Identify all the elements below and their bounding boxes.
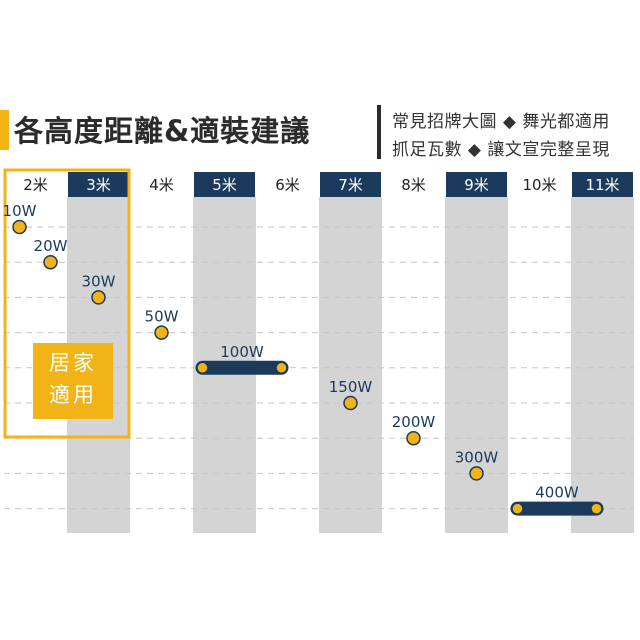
column-header-label: 4米 (149, 176, 174, 194)
column-header-label: 3米 (86, 176, 111, 194)
column-header-label: 10米 (522, 176, 556, 194)
column-header-cell (68, 172, 129, 197)
wattage-label: 20W (34, 237, 68, 255)
column-header-label: 8米 (401, 176, 426, 194)
column-header-cell (383, 172, 444, 197)
wattage-label: 30W (82, 272, 116, 290)
wattage-dot (406, 430, 421, 446)
wattage-range-start-dot (511, 502, 524, 515)
wattage-range-end-dot (275, 361, 288, 375)
column-header-label: 2米 (23, 176, 48, 194)
wattage-label: 200W (392, 413, 436, 431)
column-shade (445, 197, 508, 533)
column-header-label: 5米 (212, 176, 237, 194)
wattage-dot (469, 466, 484, 481)
column-header-label: 9米 (464, 176, 489, 194)
heading-accent-bar (0, 110, 9, 150)
column-shade (571, 197, 634, 533)
wattage-dot (91, 290, 106, 305)
wattage-label: 150W (329, 378, 373, 396)
column-header-cell (446, 172, 507, 197)
wattage-label: 10W (3, 202, 37, 220)
wattage-label: 100W (220, 343, 264, 361)
column-shade (319, 197, 382, 533)
column-header-cell (572, 172, 633, 197)
wattage-range-bar (195, 360, 289, 375)
home-use-badge: 居家 適用 (33, 343, 113, 419)
wattage-range-bar (510, 501, 604, 516)
column-header-cell (320, 172, 381, 197)
home-use-line-1: 居家 (49, 351, 97, 375)
column-header-cell (5, 172, 66, 197)
wattage-dot (12, 219, 27, 235)
wattage-dot (343, 395, 358, 411)
column-header-cell (257, 172, 318, 197)
wattage-label: 400W (535, 484, 579, 502)
note-line-1: 常見招牌大圖 ◆ 舞光都適用 (392, 112, 610, 132)
note-line-2: 抓足瓦數 ◆ 讓文宣完整呈現 (392, 140, 610, 160)
column-header-cell (131, 172, 192, 197)
wattage-range-end-dot (590, 502, 603, 515)
wattage-range-start-dot (196, 361, 209, 375)
home-use-frame (3, 168, 131, 439)
column-header-cell (509, 172, 570, 197)
column-header-label: 7米 (338, 176, 363, 194)
page-title: 各高度距離&適裝建議 (14, 114, 311, 148)
wattage-dot (43, 254, 58, 270)
column-header-cell (194, 172, 255, 197)
column-header-label: 6米 (275, 176, 300, 194)
wattage-label: 50W (145, 308, 179, 326)
heading-divider (377, 105, 381, 159)
wattage-dot (154, 325, 169, 340)
wattage-label: 300W (455, 448, 499, 466)
column-header-label: 11米 (585, 176, 619, 194)
home-use-line-2: 適用 (49, 383, 97, 407)
